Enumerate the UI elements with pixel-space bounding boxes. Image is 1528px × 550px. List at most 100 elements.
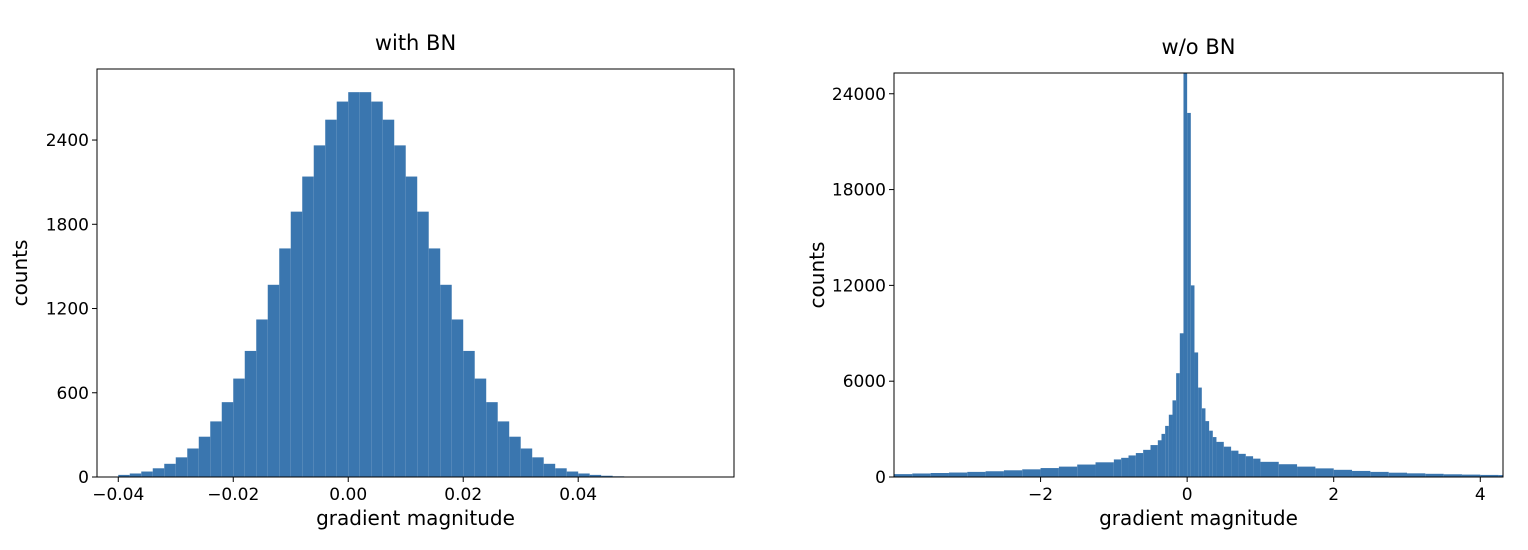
x-tick-label: 0.02 — [444, 485, 482, 505]
x-axis-label: gradient magnitude — [1099, 506, 1298, 530]
y-tick-label: 0 — [875, 468, 886, 488]
bar — [931, 473, 949, 477]
bar — [1059, 467, 1077, 477]
bar — [1213, 437, 1217, 477]
bar — [314, 145, 325, 477]
bar — [210, 421, 221, 477]
bar — [1279, 464, 1297, 477]
bar — [1158, 440, 1162, 477]
x-tick-label: −2 — [1028, 485, 1053, 505]
x-tick-label: 0.00 — [329, 485, 367, 505]
bar — [371, 102, 382, 477]
y-tick-label: 1200 — [46, 300, 89, 320]
y-tick-label: 6000 — [843, 372, 886, 392]
bar — [1004, 470, 1022, 477]
bar — [1172, 400, 1176, 477]
bar — [486, 402, 497, 477]
y-tick-label: 0 — [78, 468, 89, 488]
bar — [1253, 459, 1260, 477]
bar — [394, 145, 405, 477]
y-axis-label: counts — [8, 240, 32, 307]
bar — [967, 472, 985, 477]
bar — [360, 92, 371, 477]
bar — [1191, 285, 1195, 477]
bar — [1176, 373, 1180, 477]
bar — [1315, 468, 1333, 477]
bar — [1407, 473, 1425, 477]
bar — [1216, 442, 1223, 477]
bar — [949, 473, 967, 477]
bars — [118, 92, 635, 477]
bar — [383, 120, 394, 477]
x-tick-label: −0.02 — [207, 485, 259, 505]
y-tick-label: 600 — [57, 384, 89, 404]
x-axis-label: gradient magnitude — [316, 506, 515, 530]
bar — [1297, 467, 1315, 477]
bar — [1209, 431, 1213, 477]
bar — [452, 319, 463, 477]
chart-title: with BN — [375, 31, 456, 55]
bar — [1180, 333, 1184, 477]
y-tick-label: 1800 — [46, 215, 89, 235]
bar — [302, 177, 313, 477]
bar — [153, 468, 164, 477]
bar — [291, 212, 302, 477]
bar — [417, 212, 428, 477]
bar — [429, 248, 440, 477]
bar — [268, 285, 279, 477]
bar — [1187, 113, 1191, 477]
bar — [475, 379, 486, 477]
bar — [1077, 465, 1095, 477]
bar — [1129, 455, 1136, 477]
bar — [1198, 388, 1202, 477]
bar — [986, 471, 1004, 477]
bar — [1231, 451, 1238, 477]
bar — [1183, 62, 1187, 477]
x-tick-label: 2 — [1328, 485, 1339, 505]
bar — [1143, 450, 1150, 477]
bar — [337, 102, 348, 477]
bar — [521, 448, 532, 477]
bar — [164, 464, 175, 477]
y-tick-label: 24000 — [832, 85, 886, 105]
y-tick-label: 2400 — [46, 131, 89, 151]
bar — [406, 177, 417, 477]
bar — [1246, 456, 1253, 477]
bar — [256, 319, 267, 477]
x-tick-label: 0.04 — [559, 485, 597, 505]
bar — [1352, 471, 1370, 477]
bar — [1224, 447, 1231, 477]
bar — [176, 457, 187, 477]
x-tick-label: −0.04 — [92, 485, 144, 505]
bar — [1161, 434, 1165, 477]
x-tick-label: 0 — [1182, 485, 1193, 505]
bar — [1114, 459, 1121, 477]
chart-title: w/o BN — [1162, 35, 1236, 59]
bar — [440, 285, 451, 477]
bar — [1169, 415, 1173, 477]
bar — [1041, 468, 1059, 477]
bar — [199, 437, 210, 477]
bar — [912, 473, 930, 477]
bars — [894, 62, 1517, 477]
bar — [1260, 462, 1278, 477]
bar — [1165, 426, 1169, 477]
bar — [532, 457, 543, 477]
bar — [509, 437, 520, 477]
chart-panel: 0 600 1200 1800 2400 −0.04 −0.02 0.00 0.02 0.04 wi… — [8, 31, 734, 530]
bar — [1389, 473, 1407, 477]
bar — [498, 421, 509, 477]
bar — [245, 351, 256, 477]
y-tick-label: 12000 — [832, 276, 886, 296]
bar — [463, 351, 474, 477]
bar — [1370, 472, 1388, 477]
x-tick-label: 4 — [1475, 485, 1486, 505]
bar — [578, 473, 589, 477]
bar — [348, 92, 359, 477]
bar — [130, 473, 141, 477]
bar — [1150, 445, 1157, 477]
bar — [222, 402, 233, 477]
bar — [1202, 408, 1206, 477]
